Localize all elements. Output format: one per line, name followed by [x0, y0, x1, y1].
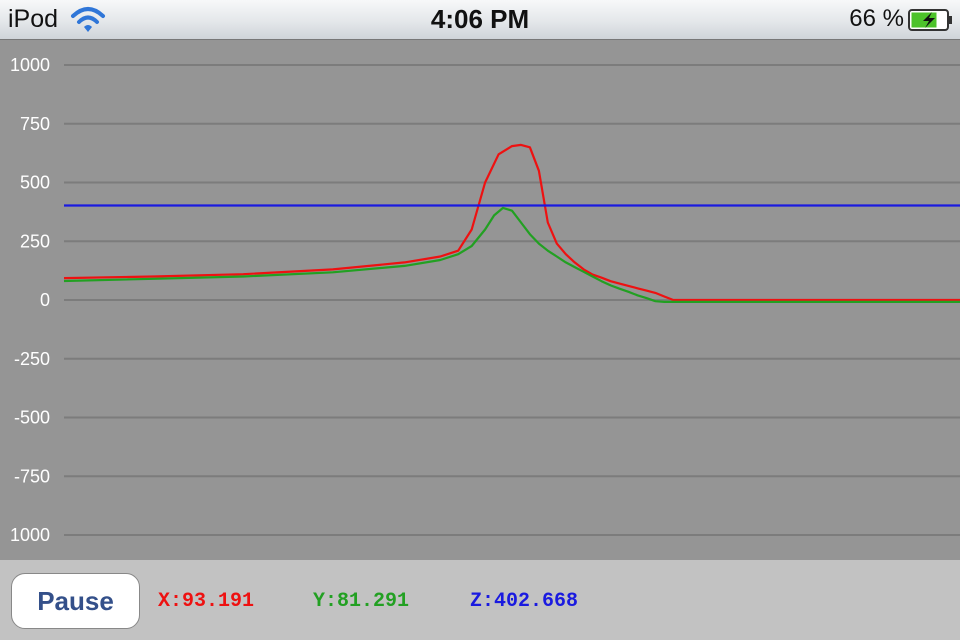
accelerometer-graph: 1000 750 500 250 0 -250 -500 -750 1000 — [0, 40, 960, 560]
y-tick-label: 500 — [20, 173, 50, 193]
y-tick-label: -500 — [14, 408, 50, 428]
y-tick-label: 0 — [40, 290, 50, 310]
wifi-icon — [70, 6, 106, 39]
clock: 4:06 PM — [430, 4, 530, 34]
y-tick-label: -750 — [14, 466, 50, 486]
x-series-line — [63, 143, 960, 302]
y-tick-label: 250 — [20, 231, 50, 251]
y-tick-label: 750 — [20, 114, 50, 134]
y-tick-label: -250 — [14, 349, 50, 369]
y-tick-label: 1000 — [10, 55, 50, 75]
y-series-line — [63, 206, 960, 303]
y-readout: Y:81.291 — [313, 590, 410, 613]
bottom-toolbar: Pause X:93.191 Y:81.291 Z:402.668 — [0, 560, 960, 640]
carrier-label: iPod — [8, 5, 59, 33]
battery-percent: 66 % — [849, 5, 904, 32]
x-readout: X:93.191 — [158, 590, 255, 613]
battery-charging-icon — [908, 9, 954, 36]
z-readout: Z:402.668 — [470, 590, 579, 613]
status-bar: iPod 4:06 PM 66 % — [0, 0, 960, 40]
pause-button[interactable]: Pause — [11, 573, 140, 629]
y-tick-label: 1000 — [10, 525, 50, 545]
